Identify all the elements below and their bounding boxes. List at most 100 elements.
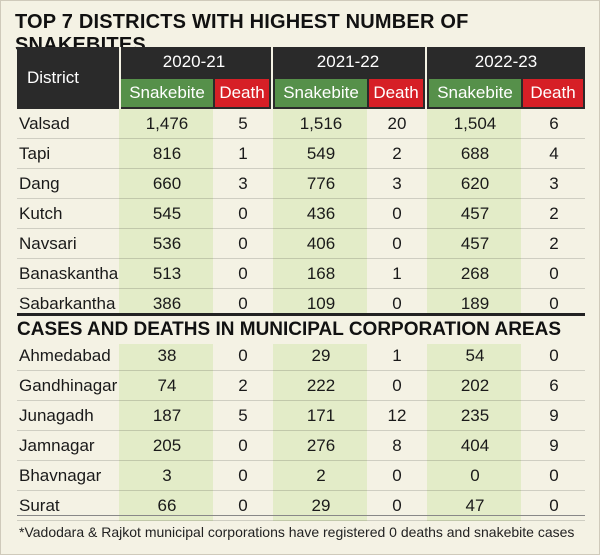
table-row: Kutch 545 0 436 0 457 2	[17, 199, 585, 229]
snakebite-value: 54	[465, 345, 485, 365]
snakebite-value: 171	[306, 405, 336, 425]
footnote: *Vadodara & Rajkot municipal corporation…	[19, 524, 575, 540]
table-row: Tapi 816 1 549 2 688 4	[17, 139, 585, 169]
death-value: 3	[238, 173, 248, 193]
death-value: 0	[392, 203, 402, 223]
death-header: Death	[523, 79, 583, 107]
death-value: 8	[392, 435, 402, 455]
table-row: Navsari 536 0 406 0 457 2	[17, 229, 585, 259]
death-value: 0	[549, 465, 559, 485]
death-value: 0	[238, 263, 248, 283]
section-title: CASES AND DEATHS IN MUNICIPAL CORPORATIO…	[17, 313, 585, 344]
snakebite-value: 2	[316, 465, 326, 485]
death-value: 0	[238, 233, 248, 253]
death-value: 0	[392, 375, 402, 395]
district-name: Bhavnagar	[19, 465, 102, 485]
snakebite-value: 549	[306, 143, 336, 163]
table-row: Jamnagar 205 0 276 8 404 9	[17, 431, 585, 461]
snakebite-value: 404	[460, 435, 490, 455]
snakebite-value: 205	[152, 435, 182, 455]
snakebite-value: 1,504	[453, 113, 497, 133]
snakebite-value: 816	[152, 143, 182, 163]
death-value: 0	[238, 203, 248, 223]
table-row: Gandhinagar 74 2 222 0 202 6	[17, 371, 585, 401]
death-value: 0	[238, 465, 248, 485]
table-row: Valsad 1,476 5 1,516 20 1,504 6	[17, 109, 585, 139]
district-name: Junagadh	[19, 405, 94, 425]
death-value: 2	[549, 233, 559, 253]
snakebite-value: 109	[306, 293, 336, 313]
death-value: 0	[238, 435, 248, 455]
column-divider	[425, 47, 427, 109]
snakebite-value: 457	[460, 233, 490, 253]
year-header: 2020-21	[162, 52, 226, 71]
death-value: 5	[238, 113, 248, 133]
death-value: 0	[392, 465, 402, 485]
snakebite-header: Snakebite	[275, 79, 367, 107]
table-header: District 2020-21 2021-22 2022-23 Snakebi…	[17, 47, 585, 109]
death-value: 0	[549, 495, 559, 515]
death-value: 4	[549, 143, 559, 163]
death-value: 2	[392, 143, 402, 163]
death-value: 0	[238, 345, 248, 365]
snakebite-value: 222	[306, 375, 336, 395]
district-name: Jamnagar	[19, 435, 95, 455]
snakebite-value: 513	[152, 263, 182, 283]
divider	[17, 515, 585, 516]
snakebite-value: 202	[460, 375, 490, 395]
district-name: Valsad	[19, 113, 70, 133]
municipal-table: Ahmedabad 38 0 29 1 54 0 Gandhinagar 74 2 222 0 202 6…	[17, 341, 585, 521]
death-value: 0	[392, 233, 402, 253]
district-name: Navsari	[19, 233, 77, 253]
district-name: Surat	[19, 495, 60, 515]
death-value: 20	[387, 113, 407, 133]
death-header: Death	[215, 79, 269, 107]
death-value: 5	[238, 405, 248, 425]
snakebite-header: Snakebite	[429, 79, 521, 107]
death-value: 2	[549, 203, 559, 223]
snakebite-value: 268	[460, 263, 490, 283]
death-value: 1	[392, 263, 402, 283]
snakebite-value: 235	[460, 405, 490, 425]
snakebite-value: 545	[152, 203, 182, 223]
snakebite-value: 457	[460, 203, 490, 223]
death-header: Death	[369, 79, 423, 107]
district-header: District	[27, 68, 79, 87]
snakebite-value: 38	[157, 345, 177, 365]
snakebite-value: 436	[306, 203, 336, 223]
district-name: Dang	[19, 173, 60, 193]
snakebite-value: 47	[465, 495, 485, 515]
death-value: 0	[549, 263, 559, 283]
district-name: Ahmedabad	[19, 345, 111, 365]
snakebite-value: 66	[157, 495, 177, 515]
table-row: Dang 660 3 776 3 620 3	[17, 169, 585, 199]
death-value: 12	[387, 405, 407, 425]
snakebite-header: Snakebite	[121, 79, 213, 107]
snakebite-value: 660	[152, 173, 182, 193]
snakebite-value: 29	[311, 495, 331, 515]
death-value: 6	[549, 375, 559, 395]
snakebite-value: 386	[152, 293, 182, 313]
death-value: 3	[392, 173, 402, 193]
death-value: 9	[549, 405, 559, 425]
death-value: 0	[549, 345, 559, 365]
table-row: Banaskantha 513 0 168 1 268 0	[17, 259, 585, 289]
death-value: 2	[238, 375, 248, 395]
snakebite-value: 0	[470, 465, 480, 485]
district-name: Tapi	[19, 143, 51, 163]
snakebite-value: 29	[311, 345, 331, 365]
table-row: Bhavnagar 3 0 2 0 0 0	[17, 461, 585, 491]
district-name: Banaskantha	[19, 263, 119, 283]
district-name: Gandhinagar	[19, 375, 118, 395]
column-divider	[119, 47, 121, 109]
death-value: 9	[549, 435, 559, 455]
snakebite-value: 688	[460, 143, 490, 163]
death-value: 0	[549, 293, 559, 313]
table-row: Surat 66 0 29 0 47 0	[17, 491, 585, 521]
year-header: 2022-23	[474, 52, 538, 71]
snakebite-value: 1,516	[299, 113, 343, 133]
death-value: 3	[549, 173, 559, 193]
death-value: 6	[549, 113, 559, 133]
snakebite-value: 1,476	[145, 113, 189, 133]
